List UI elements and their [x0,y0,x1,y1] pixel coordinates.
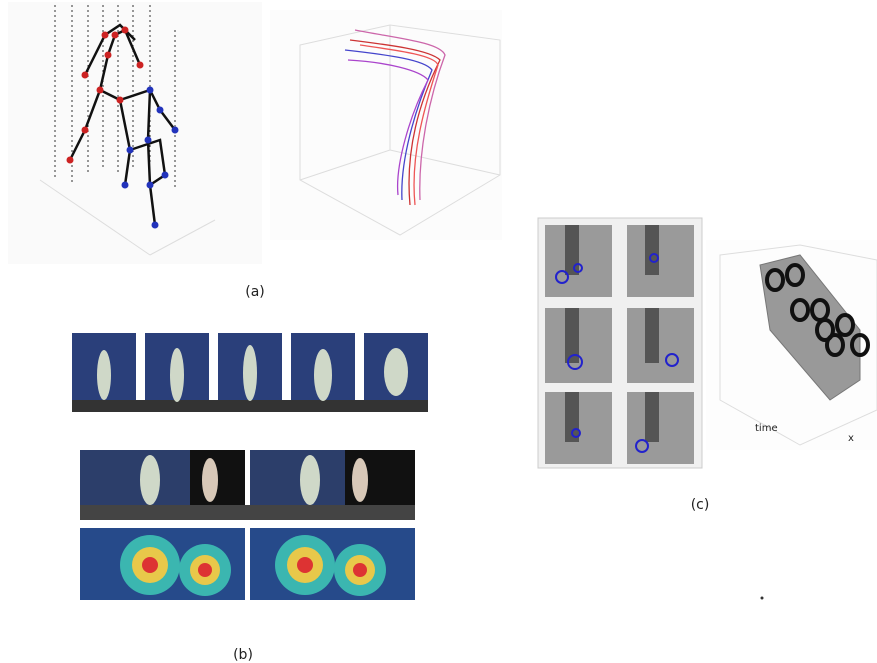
panel-label: (a) [245,284,265,300]
skeleton-plot [8,2,262,264]
gait-3d-plot: time x [706,240,877,450]
figure: (a) (b) [0,0,877,663]
panel-label: (b) [233,647,253,663]
axis-label: time [755,423,778,434]
trajectory-plot [270,10,502,240]
panel-label: (c) [691,497,710,513]
gait-frames [538,218,702,468]
speck [761,597,764,600]
dancer-frames [72,333,428,412]
axis-label: x [848,433,854,444]
